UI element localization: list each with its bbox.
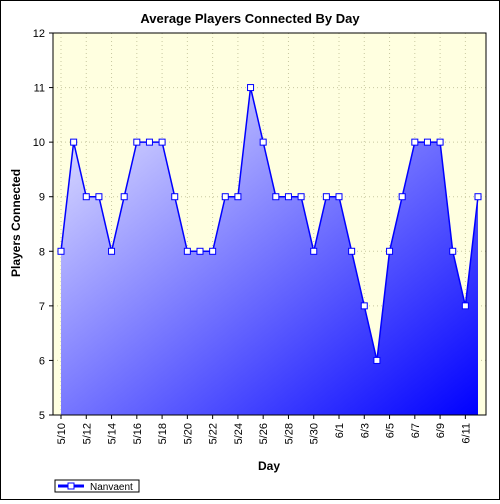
data-point bbox=[297, 193, 305, 201]
x-tick-label: 5/24 bbox=[233, 423, 245, 444]
data-point bbox=[272, 193, 280, 201]
y-tick-label: 5 bbox=[39, 410, 45, 422]
data-point bbox=[310, 247, 318, 255]
data-point bbox=[386, 247, 394, 255]
y-tick-label: 6 bbox=[39, 355, 45, 367]
data-point bbox=[348, 247, 356, 255]
x-tick-label: 5/30 bbox=[309, 423, 321, 444]
x-tick-label: 5/18 bbox=[157, 423, 169, 444]
data-point bbox=[209, 247, 217, 255]
data-point bbox=[70, 138, 78, 146]
data-point bbox=[322, 193, 330, 201]
chart-title: Average Players Connected By Day bbox=[140, 11, 360, 26]
data-points bbox=[57, 84, 482, 364]
data-point bbox=[183, 247, 191, 255]
x-axis-ticks: 5/10 5/12 5/14 5/16 5/18 5/20 5/22 5/24 5/26 5/28… bbox=[56, 415, 472, 444]
data-point bbox=[120, 193, 128, 201]
plot-border bbox=[52, 32, 487, 416]
x-tick-label: 6/9 bbox=[435, 423, 447, 438]
data-point bbox=[373, 356, 381, 364]
data-point bbox=[234, 193, 242, 201]
y-tick-label: 9 bbox=[39, 192, 45, 204]
data-point bbox=[158, 138, 166, 146]
data-point bbox=[411, 138, 419, 146]
data-point bbox=[82, 193, 90, 201]
data-point bbox=[108, 247, 116, 255]
x-tick-label: 5/20 bbox=[182, 423, 194, 444]
x-tick-label: 6/11 bbox=[460, 423, 472, 444]
data-point bbox=[145, 138, 153, 146]
y-axis-label: Players Connected bbox=[9, 169, 23, 277]
data-point bbox=[398, 193, 406, 201]
y-tick-label: 10 bbox=[33, 137, 45, 149]
data-point bbox=[423, 138, 431, 146]
series-area-fill bbox=[61, 87, 478, 415]
series-line bbox=[60, 87, 479, 361]
data-point bbox=[436, 138, 444, 146]
data-point bbox=[171, 193, 179, 201]
x-tick-label: 6/7 bbox=[410, 423, 422, 438]
x-tick-label: 6/3 bbox=[359, 423, 371, 438]
data-point bbox=[284, 193, 292, 201]
legend: Nanvaent bbox=[54, 479, 140, 493]
y-tick-label: 11 bbox=[34, 83, 45, 95]
x-tick-label: 5/22 bbox=[208, 423, 220, 444]
data-point bbox=[335, 193, 343, 201]
x-tick-label: 6/5 bbox=[385, 423, 397, 438]
data-point bbox=[247, 84, 255, 92]
y-tick-label: 8 bbox=[39, 246, 45, 258]
data-point bbox=[461, 302, 469, 310]
data-point bbox=[196, 247, 204, 255]
data-point bbox=[57, 247, 65, 255]
x-tick-label: 6/1 bbox=[334, 423, 346, 438]
x-axis-label: Day bbox=[258, 459, 280, 473]
legend-marker-icon bbox=[67, 482, 75, 490]
x-tick-label: 5/12 bbox=[81, 423, 93, 444]
data-point bbox=[259, 138, 267, 146]
x-tick-label: 5/26 bbox=[258, 423, 270, 444]
y-tick-label: 7 bbox=[39, 301, 45, 313]
y-tick-label: 12 bbox=[33, 28, 45, 40]
data-point bbox=[449, 247, 457, 255]
x-tick-label: 5/28 bbox=[283, 423, 295, 444]
x-tick-label: 5/14 bbox=[107, 423, 119, 444]
data-point bbox=[95, 193, 103, 201]
legend-box bbox=[54, 479, 140, 493]
data-point bbox=[133, 138, 141, 146]
legend-entry-label: Nanvaent bbox=[90, 482, 133, 493]
x-tick-label: 5/10 bbox=[56, 423, 68, 444]
x-tick-label: 5/16 bbox=[132, 423, 144, 444]
data-point bbox=[474, 193, 482, 201]
y-axis-ticks: 5 6 7 8 9 10 11 12 bbox=[33, 28, 53, 422]
data-point bbox=[360, 302, 368, 310]
data-point bbox=[221, 193, 229, 201]
